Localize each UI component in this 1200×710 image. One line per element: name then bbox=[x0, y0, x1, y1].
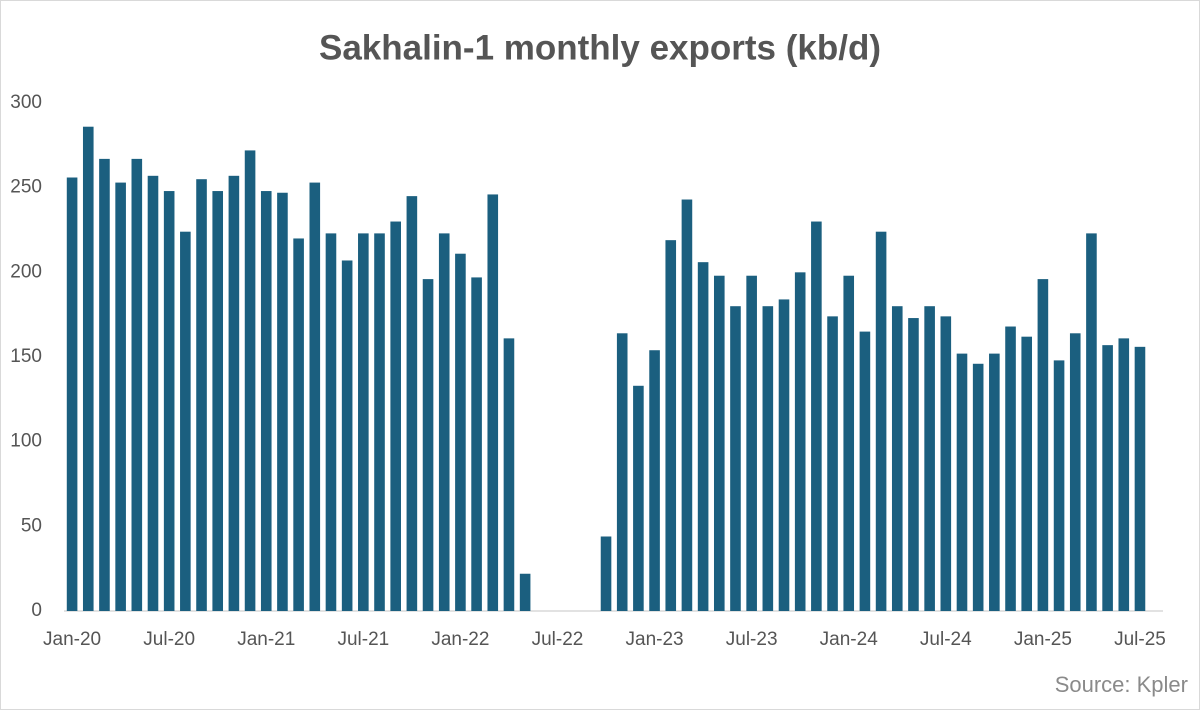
bar bbox=[503, 338, 515, 611]
x-tick-label: Jul-22 bbox=[532, 629, 584, 650]
bar bbox=[811, 221, 822, 612]
y-tick-label: 150 bbox=[10, 346, 42, 367]
bar bbox=[940, 316, 952, 611]
bar bbox=[665, 240, 677, 611]
bar bbox=[66, 177, 78, 612]
bar bbox=[600, 536, 612, 611]
bar bbox=[730, 306, 741, 611]
bar bbox=[1118, 338, 1130, 611]
bar bbox=[471, 277, 482, 611]
x-tick-label: Jan-22 bbox=[431, 629, 489, 650]
y-tick-label: 300 bbox=[10, 92, 42, 113]
chart-title: Sakhalin-1 monthly exports (kb/d) bbox=[319, 28, 881, 67]
bar bbox=[99, 158, 110, 611]
bar bbox=[972, 363, 984, 611]
bar bbox=[908, 318, 919, 611]
bar bbox=[228, 175, 240, 611]
bar bbox=[697, 262, 709, 611]
bar bbox=[196, 179, 207, 611]
y-tick-label: 200 bbox=[10, 261, 42, 282]
bar bbox=[956, 353, 968, 611]
bar bbox=[325, 233, 337, 612]
bar bbox=[115, 182, 126, 611]
y-tick-label: 0 bbox=[31, 600, 42, 621]
bar bbox=[1005, 326, 1016, 611]
bar bbox=[794, 272, 806, 611]
y-tick-label: 100 bbox=[10, 431, 42, 452]
bar bbox=[1037, 279, 1049, 611]
bar bbox=[82, 126, 94, 611]
bar bbox=[859, 331, 871, 611]
bar bbox=[778, 299, 790, 611]
bar bbox=[438, 233, 450, 612]
bar bbox=[1134, 346, 1146, 611]
bar bbox=[390, 221, 401, 612]
bar bbox=[746, 275, 757, 611]
bar bbox=[277, 192, 288, 611]
bar bbox=[374, 233, 385, 612]
bar bbox=[455, 253, 466, 611]
bar bbox=[1021, 336, 1033, 611]
bar bbox=[309, 182, 321, 611]
bar bbox=[180, 231, 191, 611]
bar bbox=[989, 353, 1000, 611]
bar bbox=[131, 158, 143, 611]
bar bbox=[681, 199, 693, 611]
bar bbox=[519, 573, 531, 611]
x-tick-label: Jan-24 bbox=[820, 629, 879, 650]
bar bbox=[762, 306, 774, 611]
x-tick-label: Jul-24 bbox=[920, 629, 972, 650]
x-tick-label: Jul-23 bbox=[726, 629, 778, 650]
bar bbox=[649, 350, 660, 611]
bar bbox=[358, 233, 369, 612]
bar bbox=[406, 196, 418, 611]
bar bbox=[1102, 345, 1113, 611]
bar bbox=[633, 385, 644, 611]
bar bbox=[244, 150, 256, 611]
bar bbox=[487, 194, 499, 611]
bar bbox=[422, 279, 434, 611]
x-tick-label: Jul-25 bbox=[1114, 629, 1166, 650]
bar bbox=[924, 306, 935, 611]
bar bbox=[875, 231, 887, 611]
source-note: Source: Kpler bbox=[1055, 672, 1188, 697]
bar bbox=[1086, 233, 1097, 612]
bar bbox=[1053, 360, 1065, 611]
bar bbox=[616, 333, 628, 611]
bar bbox=[827, 316, 838, 611]
y-tick-label: 50 bbox=[21, 515, 42, 536]
x-tick-label: Jan-23 bbox=[626, 629, 684, 650]
x-tick-label: Jan-25 bbox=[1014, 629, 1072, 650]
x-tick-label: Jan-21 bbox=[237, 629, 295, 650]
y-tick-label: 250 bbox=[10, 177, 42, 198]
x-tick-label: Jul-20 bbox=[143, 629, 195, 650]
bar bbox=[713, 275, 725, 611]
bar bbox=[1069, 333, 1081, 611]
bar bbox=[891, 306, 903, 611]
bar bbox=[843, 275, 855, 611]
bar bbox=[212, 191, 224, 611]
x-tick-label: Jul-21 bbox=[337, 629, 389, 650]
bar bbox=[341, 260, 353, 611]
bar bbox=[293, 238, 304, 611]
bar bbox=[147, 175, 159, 611]
bar bbox=[163, 191, 175, 611]
bar bbox=[260, 191, 272, 611]
x-tick-label: Jan-20 bbox=[43, 629, 101, 650]
